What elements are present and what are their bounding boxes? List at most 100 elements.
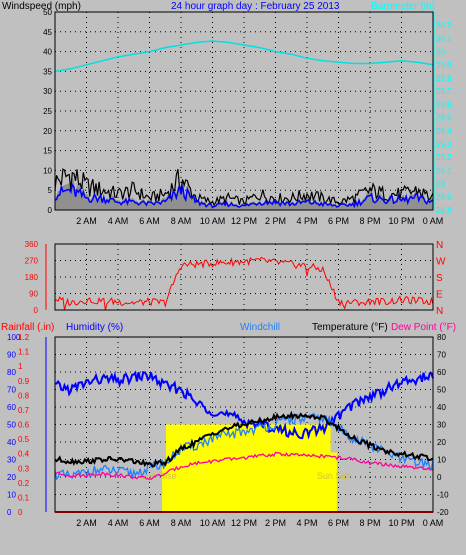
temp-xtick-label-3: 8 AM bbox=[171, 518, 192, 528]
sunrise-label: Sun Rise bbox=[140, 471, 177, 481]
rain-ytick-label-7: 0.7 bbox=[18, 406, 30, 415]
rain-ytick-label-3: 0.3 bbox=[18, 464, 30, 473]
temp-xtick-label-7: 4 PM bbox=[296, 518, 317, 528]
humidity-ytick-label-2: 20 bbox=[7, 473, 16, 482]
barometer-ytick-label-5: 29.3 bbox=[436, 140, 452, 149]
wind-axis-title: Windspeed (mph) bbox=[2, 1, 81, 12]
wind-gust-line bbox=[54, 168, 434, 207]
barometer-ytick-label-9: 29.7 bbox=[436, 87, 452, 96]
legend-label-4: Dew Point (°F) bbox=[391, 322, 456, 333]
wind-ytick-label-3: 15 bbox=[43, 147, 52, 156]
rain-ytick-label-11: 1.1 bbox=[18, 348, 30, 357]
wind-xtick-label-8: 6 PM bbox=[328, 216, 349, 226]
temp-xtick-label-6: 2 PM bbox=[265, 518, 286, 528]
temp-ytick-label-7: 50 bbox=[437, 386, 446, 395]
temp-ytick-label-1: -10 bbox=[437, 491, 449, 500]
wind-average-line bbox=[54, 182, 434, 209]
compass-label-1: W bbox=[436, 257, 446, 268]
humidity-ytick-label-7: 70 bbox=[7, 386, 16, 395]
wind-xtick-label-5: 12 PM bbox=[231, 216, 257, 226]
direction-ytick-label-1: 90 bbox=[29, 290, 38, 299]
humidity-ytick-label-6: 60 bbox=[7, 403, 16, 412]
dewpoint-line bbox=[54, 451, 434, 480]
wind-xtick-label-4: 10 AM bbox=[200, 216, 226, 226]
temp-ytick-label-2: 0 bbox=[437, 473, 442, 482]
barometer-ytick-label-0: 28.8 bbox=[436, 206, 452, 215]
wind-ytick-label-2: 10 bbox=[43, 166, 52, 175]
humidity-line bbox=[54, 370, 434, 440]
sunset-label: Sun Set bbox=[317, 471, 350, 481]
compass-label-2: S bbox=[436, 273, 443, 284]
rain-ytick-label-9: 0.9 bbox=[18, 377, 30, 386]
wind-xtick-label-7: 4 PM bbox=[296, 216, 317, 226]
direction-frame bbox=[54, 243, 434, 311]
chart-title: 24 hour graph day : February 25 2013 bbox=[171, 1, 340, 12]
temp-frame bbox=[54, 336, 434, 513]
wind-ytick-label-8: 40 bbox=[43, 48, 52, 57]
temp-xtick-label-2: 6 AM bbox=[139, 518, 160, 528]
barometer-ytick-label-10: 29.8 bbox=[436, 74, 452, 83]
barometer-ytick-label-4: 29.2 bbox=[436, 153, 452, 162]
temp-ytick-label-0: -20 bbox=[437, 508, 449, 517]
wind-xtick-label-6: 2 PM bbox=[265, 216, 286, 226]
rain-ytick-label-5: 0.5 bbox=[18, 435, 30, 444]
rain-ytick-label-1: 0.1 bbox=[18, 493, 30, 502]
rain-ytick-label-0: 0 bbox=[18, 508, 23, 517]
temp-ytick-label-3: 10 bbox=[437, 456, 446, 465]
wind-xtick-label-11: 0 AM bbox=[423, 216, 444, 226]
barometer-ytick-label-12: 30 bbox=[436, 48, 445, 57]
wind-xtick-label-10: 10 PM bbox=[388, 216, 414, 226]
barometer-ytick-label-11: 29.9 bbox=[436, 61, 452, 70]
temp-ytick-label-10: 80 bbox=[437, 333, 446, 342]
temp-xtick-label-11: 0 AM bbox=[423, 518, 444, 528]
compass-label-4: N bbox=[436, 306, 443, 317]
temp-xtick-label-9: 8 PM bbox=[359, 518, 380, 528]
barometer-ytick-label-7: 29.5 bbox=[436, 114, 452, 123]
humidity-ytick-label-1: 10 bbox=[7, 491, 16, 500]
wind-xtick-label-1: 4 AM bbox=[108, 216, 129, 226]
barometer-ytick-label-8: 29.6 bbox=[436, 100, 452, 109]
barometer-ytick-label-1: 28.9 bbox=[436, 193, 452, 202]
wind-xtick-label-3: 8 AM bbox=[171, 216, 192, 226]
wind-frame bbox=[54, 11, 434, 211]
temp-ytick-label-5: 30 bbox=[437, 421, 446, 430]
humidity-ytick-label-4: 40 bbox=[7, 438, 16, 447]
temp-xtick-label-5: 12 PM bbox=[231, 518, 257, 528]
rain-ytick-label-12: 1.2 bbox=[18, 333, 30, 342]
rain-ytick-label-8: 0.8 bbox=[18, 391, 30, 400]
direction-ytick-label-4: 360 bbox=[25, 240, 39, 249]
wind-ytick-label-10: 50 bbox=[43, 8, 52, 17]
compass-label-3: E bbox=[436, 290, 443, 301]
temp-xtick-label-1: 4 AM bbox=[108, 518, 129, 528]
temp-ytick-label-4: 20 bbox=[437, 438, 446, 447]
legend-label-2: Windchill bbox=[240, 322, 280, 333]
wind-ytick-label-9: 45 bbox=[43, 28, 52, 37]
wind-ytick-label-1: 5 bbox=[48, 186, 53, 195]
rain-ytick-label-6: 0.6 bbox=[18, 421, 30, 430]
direction-ytick-label-3: 270 bbox=[25, 257, 39, 266]
compass-label-0: N bbox=[436, 240, 443, 251]
humidity-ytick-label-0: 0 bbox=[7, 508, 12, 517]
barometer-axis-title: Barometer (in) bbox=[371, 1, 435, 12]
humidity-ytick-label-3: 30 bbox=[7, 456, 16, 465]
wind-ytick-label-0: 0 bbox=[48, 206, 53, 215]
legend-label-0: Rainfall (.in) bbox=[1, 322, 54, 333]
temp-xtick-label-10: 10 PM bbox=[388, 518, 414, 528]
direction-ytick-label-0: 0 bbox=[34, 306, 39, 315]
wind-xtick-label-9: 8 PM bbox=[359, 216, 380, 226]
sun-area bbox=[162, 424, 337, 512]
barometer-ytick-label-3: 29.1 bbox=[436, 166, 452, 175]
temp-xtick-label-4: 10 AM bbox=[200, 518, 226, 528]
wind-ytick-label-4: 20 bbox=[43, 127, 52, 136]
humidity-ytick-label-10: 100 bbox=[7, 333, 21, 342]
temp-ytick-label-8: 60 bbox=[437, 368, 446, 377]
barometer-ytick-label-14: 30.2 bbox=[436, 21, 452, 30]
wind-ytick-label-7: 35 bbox=[43, 67, 52, 76]
legend-label-3: Temperature (°F) bbox=[312, 322, 388, 333]
humidity-ytick-label-8: 80 bbox=[7, 368, 16, 377]
barometer-ytick-label-6: 29.4 bbox=[436, 127, 452, 136]
legend-label-1: Humidity (%) bbox=[66, 322, 123, 333]
humidity-ytick-label-9: 90 bbox=[7, 351, 16, 360]
wind-ytick-label-5: 25 bbox=[43, 107, 52, 116]
